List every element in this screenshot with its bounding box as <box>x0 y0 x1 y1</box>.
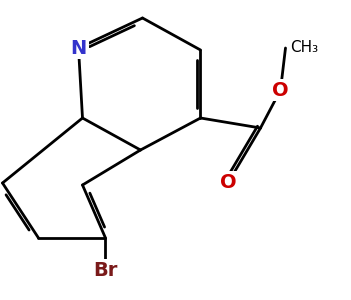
Text: CH₃: CH₃ <box>291 40 319 56</box>
Text: O: O <box>220 172 237 191</box>
Text: O: O <box>272 80 289 100</box>
Text: Br: Br <box>93 260 118 280</box>
Text: N: N <box>70 38 87 58</box>
